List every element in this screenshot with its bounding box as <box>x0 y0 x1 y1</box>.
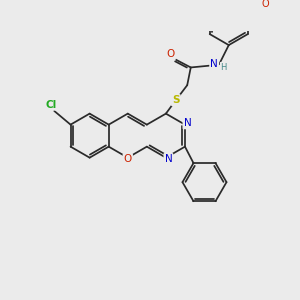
Text: H: H <box>220 63 227 72</box>
Text: O: O <box>167 49 175 59</box>
Text: S: S <box>172 95 180 105</box>
Text: O: O <box>124 154 132 164</box>
Text: O: O <box>261 0 269 9</box>
Text: N: N <box>184 118 191 128</box>
Text: N: N <box>164 154 172 164</box>
Text: Cl: Cl <box>46 100 57 110</box>
Text: N: N <box>210 59 218 69</box>
